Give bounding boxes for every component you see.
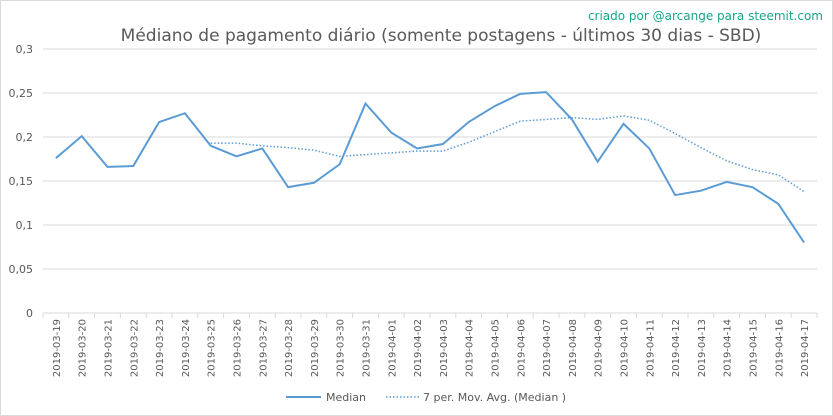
x-tick-label: 2019-04-15	[749, 319, 760, 377]
x-tick-label: 2019-03-27	[258, 319, 269, 377]
x-tick-label: 2019-04-06	[516, 319, 527, 377]
x-tick-label: 2019-04-17	[800, 319, 811, 377]
x-tick-label: 2019-04-16	[774, 319, 785, 377]
x-tick-label: 2019-04-11	[645, 319, 656, 377]
x-tick-label: 2019-03-22	[129, 319, 140, 377]
y-tick-label: 0,25	[9, 87, 34, 100]
x-tick-label: 2019-04-09	[594, 319, 605, 377]
x-tick-label: 2019-03-25	[207, 319, 218, 377]
x-tick-label: 2019-04-05	[491, 319, 502, 377]
y-tick-label: 0,1	[16, 219, 34, 232]
legend: Median 7 per. Mov. Avg. (Median )	[286, 391, 566, 404]
x-tick-label: 2019-04-12	[671, 319, 682, 377]
moving-avg-line	[210, 115, 805, 193]
x-tick-label: 2019-03-31	[362, 319, 373, 377]
credit-text: criado por @arcange para steemit.com	[588, 9, 823, 23]
x-tick-label: 2019-04-07	[542, 319, 553, 377]
median-line	[55, 91, 805, 244]
y-tick-label: 0	[26, 307, 33, 320]
x-tick-label: 2019-04-13	[697, 319, 708, 377]
x-tick-label: 2019-03-29	[310, 319, 321, 377]
x-tick-label: 2019-04-02	[413, 319, 424, 377]
x-tick-label: 2019-03-19	[52, 319, 63, 377]
x-tick-label: 2019-03-26	[233, 319, 244, 377]
x-tick-label: 2019-04-03	[439, 319, 450, 377]
legend-label-median: Median	[326, 391, 366, 404]
x-tick-label: 2019-03-23	[155, 319, 166, 377]
x-tick-label: 2019-03-20	[78, 319, 89, 377]
x-tick-label: 2019-03-21	[104, 319, 115, 377]
x-tick-label: 2019-04-08	[568, 319, 579, 377]
legend-label-moving-avg: 7 per. Mov. Avg. (Median )	[423, 391, 566, 404]
y-tick-label: 0,05	[9, 263, 34, 276]
y-tick-label: 0,15	[9, 175, 34, 188]
x-tick-label: 2019-04-01	[387, 319, 398, 377]
y-tick-label: 0,2	[16, 131, 34, 144]
x-tick-label: 2019-04-14	[723, 319, 734, 377]
x-tick-label: 2019-03-30	[336, 319, 347, 377]
x-tick-label: 2019-04-04	[465, 319, 476, 377]
x-tick-label: 2019-03-28	[284, 319, 295, 377]
x-tick-label: 2019-04-10	[620, 319, 631, 377]
y-tick-label: 0,3	[16, 43, 34, 56]
chart-title: Médiano de pagamento diário (somente pos…	[121, 26, 762, 46]
x-tick-label: 2019-03-24	[181, 319, 192, 377]
